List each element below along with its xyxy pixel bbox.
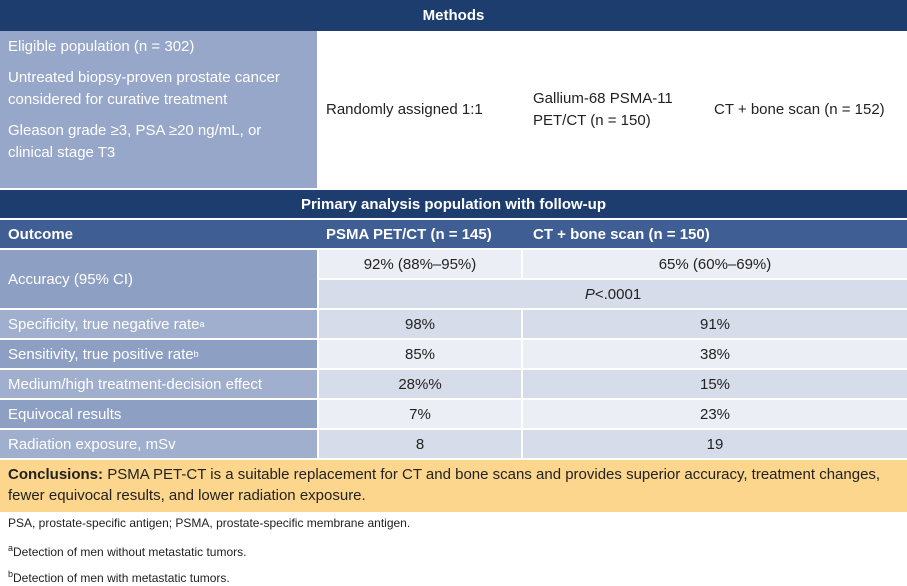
footnote-mark: b <box>8 569 14 579</box>
row-label-text: Specificity, true negative rate <box>8 315 200 333</box>
row-label-text: Medium/high treatment-decision effect <box>8 375 263 393</box>
cell: 8 <box>319 430 521 458</box>
row-label: Medium/high treatment-decision effect <box>0 370 317 398</box>
note-mark: b <box>193 349 199 359</box>
row-label-text: Radiation exposure, mSv <box>8 435 176 453</box>
cell: 23% <box>523 400 907 428</box>
row-label: Radiation exposure, mSv <box>0 430 317 458</box>
population: Untreated biopsy-proven prostate cancer … <box>8 69 280 108</box>
cell: 92% (88%–95%) <box>319 250 521 278</box>
footnote: bDetection of men with metastatic tumors… <box>8 569 230 585</box>
conclusions-label: Conclusions: <box>8 466 104 483</box>
population: Eligible population (n = 302) <box>8 38 195 55</box>
arm: CT + bone scan (n = 152) <box>714 101 885 118</box>
cell: 7% <box>319 400 521 428</box>
results-title: Primary analysis population with follow-… <box>0 190 907 218</box>
conclusions-text: PSMA PET-CT is a suitable replacement fo… <box>8 466 881 504</box>
p-symbol: P <box>584 285 595 303</box>
cell: 15% <box>523 370 907 398</box>
cell: 28%% <box>319 370 521 398</box>
row-label-text: Equivocal results <box>8 405 122 423</box>
p-value: <.0001 <box>594 285 642 303</box>
header-row <box>0 220 907 248</box>
population-cell: Eligible population (n = 302) Untreated … <box>0 31 317 188</box>
header: Outcome <box>8 226 74 243</box>
population: Gleason grade ≥3, PSA ≥20 ng/mL, or clin… <box>8 122 262 161</box>
footnote-mark: a <box>8 543 14 553</box>
footnote-text: PSA, prostate-specific antigen; PSMA, pr… <box>8 516 411 530</box>
cell: 19 <box>523 430 907 458</box>
row-label: Accuracy (95% CI) <box>0 250 317 308</box>
cell: 91% <box>523 310 907 338</box>
footnote-text: Detection of men without metastatic tumo… <box>13 545 247 559</box>
arm: Gallium-68 PSMA-11 PET/CT (n = 150) <box>533 90 673 129</box>
cell: 98% <box>319 310 521 338</box>
row-label: Sensitivity, true positive rate b <box>0 340 317 368</box>
conclusions: Conclusions: PSMA PET-CT is a suitable r… <box>0 460 907 512</box>
methods-title: Methods <box>0 0 907 31</box>
note-mark: a <box>199 319 205 329</box>
row-label-text: Sensitivity, true positive rate <box>8 345 194 363</box>
header: CT + bone scan (n = 150) <box>533 226 710 243</box>
row-label: Specificity, true negative rate a <box>0 310 317 338</box>
row-label: Equivocal results <box>0 400 317 428</box>
cell: 38% <box>523 340 907 368</box>
footnote: PSA, prostate-specific antigen; PSMA, pr… <box>8 516 410 530</box>
p-value-cell: P <.0001 <box>319 280 907 308</box>
footnote-text: Detection of men with metastatic tumors. <box>13 571 230 585</box>
footnote: aDetection of men without metastatic tum… <box>8 543 246 559</box>
randomization: Randomly assigned 1:1 <box>326 101 483 118</box>
cell: 65% (60%–69%) <box>523 250 907 278</box>
header: PSMA PET/CT (n = 145) <box>326 226 492 243</box>
cell: 85% <box>319 340 521 368</box>
